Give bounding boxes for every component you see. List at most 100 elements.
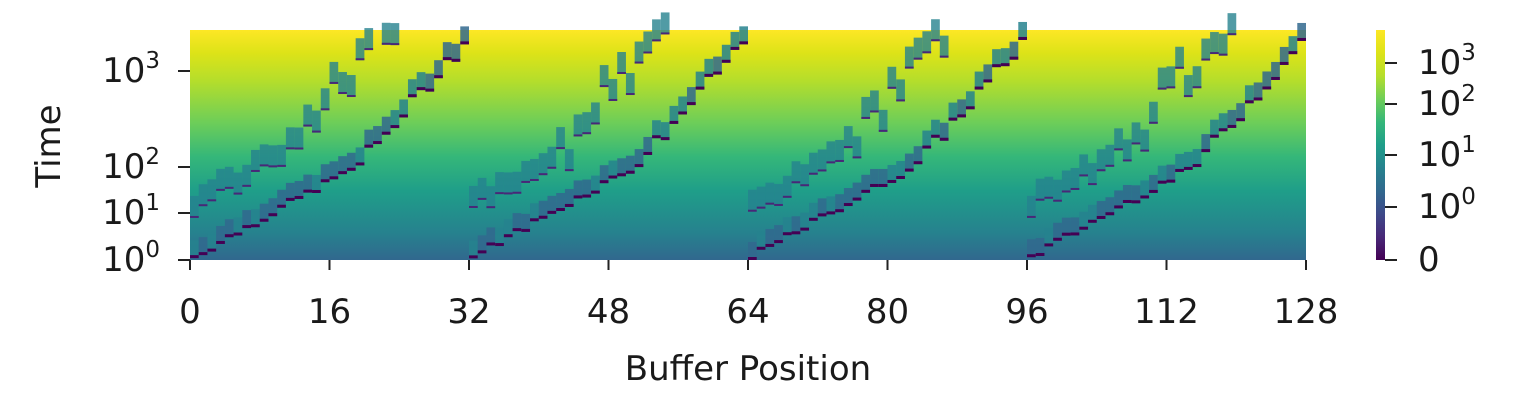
heatmap-cell xyxy=(852,182,862,201)
heatmap-cell xyxy=(1035,252,1045,256)
heatmap-cell xyxy=(207,199,217,202)
heatmap-cell xyxy=(564,203,574,207)
heatmap-cell xyxy=(800,227,810,231)
heatmap-cell xyxy=(477,197,487,200)
heatmap-cell xyxy=(904,153,914,172)
heatmap-cell xyxy=(983,64,993,83)
heatmap-cell xyxy=(948,117,958,121)
heatmap-cell xyxy=(346,167,356,171)
heatmap-cell xyxy=(721,44,731,63)
heatmap-cell xyxy=(547,146,557,169)
x-axis: 0 16 32 48 64 80 96 112 128 xyxy=(179,260,1338,332)
heatmap-cell xyxy=(216,225,225,244)
heatmap-cell xyxy=(852,197,862,201)
heatmap-cell xyxy=(721,59,731,63)
heatmap-cell xyxy=(1122,159,1132,162)
heatmap-cell xyxy=(1227,109,1237,128)
heatmap-cell xyxy=(503,192,513,195)
heatmap-cell xyxy=(887,179,897,183)
y-tick-label: 100 xyxy=(102,237,160,280)
heatmap-cell xyxy=(1183,151,1193,170)
heatmap-cell xyxy=(896,175,905,179)
heatmap-cell xyxy=(495,172,504,195)
heatmap-cell xyxy=(1053,179,1062,202)
heatmap-cell xyxy=(826,161,836,164)
heatmap-cell xyxy=(634,61,644,64)
heatmap-cell xyxy=(512,191,522,194)
heatmap-cell xyxy=(1035,237,1045,256)
heatmap-cell xyxy=(1061,217,1071,236)
heatmap-cell xyxy=(870,110,879,113)
heatmap-cell xyxy=(530,203,539,222)
heatmap-cell xyxy=(957,99,966,118)
heatmap-cell xyxy=(765,182,775,205)
heatmap-cell xyxy=(1044,243,1054,247)
heatmap-cell xyxy=(896,79,905,102)
heatmap-cell xyxy=(756,206,766,209)
heatmap-cell xyxy=(1105,212,1115,216)
heatmap-cell xyxy=(564,149,574,172)
heatmap-cell xyxy=(634,164,644,168)
heatmap-cell xyxy=(224,166,234,189)
heatmap-cell xyxy=(1149,189,1158,193)
heatmap-cell xyxy=(251,224,260,228)
heatmap-cell xyxy=(652,120,661,139)
heatmap-cell xyxy=(1070,187,1080,190)
heatmap-cell xyxy=(913,57,923,60)
heatmap-cell xyxy=(190,195,199,218)
heatmap-cell xyxy=(713,71,722,75)
heatmap-cell xyxy=(843,126,853,149)
heatmap-cell xyxy=(904,46,914,69)
heatmap-cell xyxy=(207,248,217,252)
heatmap-cell xyxy=(643,151,653,155)
heatmap-cell xyxy=(285,127,295,150)
heatmap-cell xyxy=(390,125,400,129)
heatmap-cell xyxy=(878,109,888,132)
heatmap-cell xyxy=(434,60,443,79)
heatmap-cell xyxy=(974,71,984,90)
heatmap-cell xyxy=(1183,95,1193,98)
heatmap-cell xyxy=(486,206,496,209)
heatmap-cell xyxy=(1149,174,1158,193)
heatmap-cell xyxy=(521,213,531,232)
heatmap-cell xyxy=(599,65,609,88)
heatmap-cell xyxy=(320,108,330,111)
heatmap-cell xyxy=(887,66,897,89)
heatmap-cell xyxy=(1236,118,1245,122)
heatmap-cell xyxy=(634,41,644,64)
heatmap-cell xyxy=(608,175,618,179)
heatmap-cell xyxy=(198,204,208,207)
x-tick-label: 112 xyxy=(1134,292,1199,332)
heatmap-cell xyxy=(704,73,714,77)
heatmap-cell xyxy=(939,35,949,58)
heatmap-cell xyxy=(320,88,330,111)
heatmap-cell xyxy=(312,110,321,133)
heatmap-cell xyxy=(1070,232,1080,236)
heatmap-cell xyxy=(190,255,199,259)
heatmap-cell xyxy=(1175,46,1184,69)
heatmap-cell xyxy=(1140,180,1150,199)
heatmap-cell xyxy=(922,31,932,54)
heatmap-cell xyxy=(381,42,391,45)
colorbar-tick-label: 100 xyxy=(1418,184,1476,227)
heatmap-background xyxy=(190,30,1306,260)
heatmap-cell xyxy=(1027,215,1036,218)
heatmap-cell xyxy=(739,26,748,45)
heatmap-cell xyxy=(1175,168,1184,172)
heatmap-cell xyxy=(817,213,827,217)
heatmap-cell xyxy=(800,212,810,231)
heatmap-cell xyxy=(416,87,426,91)
heatmap-cell xyxy=(625,93,635,96)
heatmap-cell xyxy=(538,153,548,176)
colorbar-tick-label: 102 xyxy=(1418,81,1476,124)
heatmap-cell xyxy=(1061,190,1071,193)
heatmap-cell xyxy=(442,42,452,61)
y-axis-label: Time xyxy=(29,104,69,188)
heatmap-cell xyxy=(216,168,225,191)
heatmap-cell xyxy=(1105,144,1115,167)
heatmap-cell xyxy=(198,237,208,256)
heatmap-cell xyxy=(870,183,879,187)
heatmap-cell xyxy=(1035,198,1045,201)
heatmap-cell xyxy=(294,195,304,199)
